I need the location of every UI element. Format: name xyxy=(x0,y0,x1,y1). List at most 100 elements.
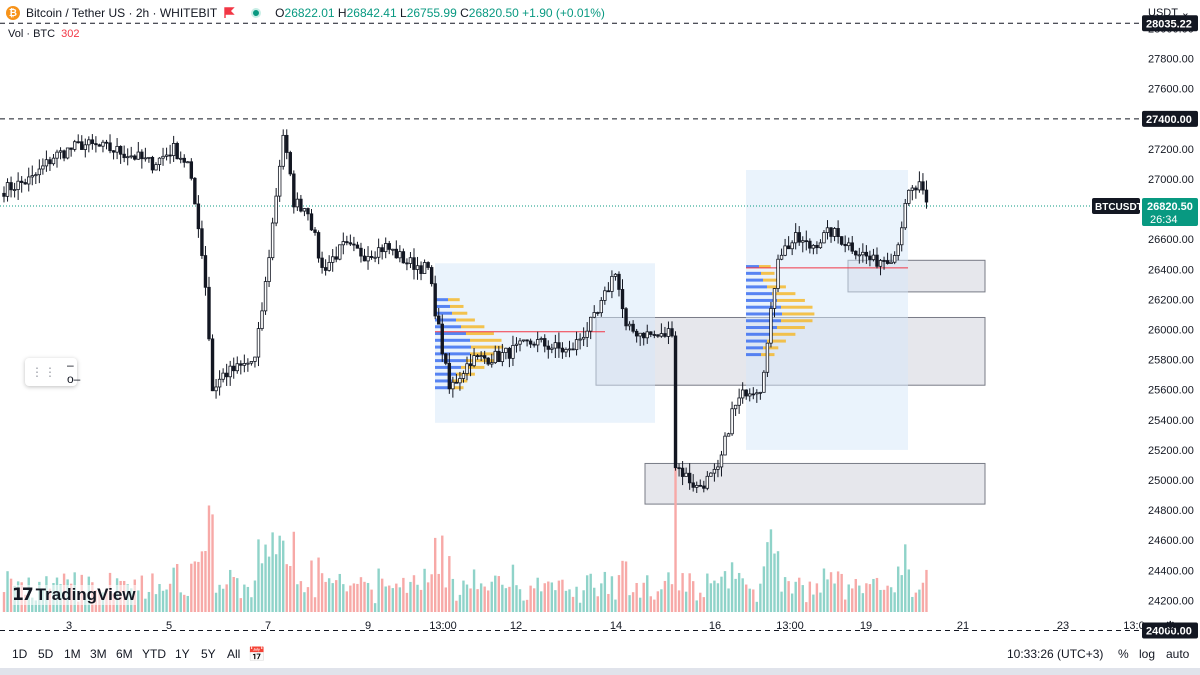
candle-body xyxy=(316,232,321,259)
candle-body xyxy=(539,338,543,340)
price-chart[interactable]: 24000.00 24200.00 24400.00 24600.00 24800.00… xyxy=(0,0,1200,642)
candle-body xyxy=(663,333,667,337)
drag-handle-icon[interactable]: ⋮⋮ xyxy=(31,365,57,379)
candle-body xyxy=(384,243,388,253)
candle-body xyxy=(376,247,381,258)
candle-body xyxy=(592,312,596,318)
volume-bar xyxy=(324,581,327,612)
calendar-icon[interactable]: 📅 xyxy=(248,646,266,662)
flag-icon[interactable] xyxy=(223,7,235,19)
ohlc-values: O26822.01 H26842.41 L26755.99 C26820.50 … xyxy=(275,6,605,20)
candle-body xyxy=(793,232,798,244)
timeframe-button[interactable]: 1Y xyxy=(175,647,190,661)
log-toggle[interactable]: log xyxy=(1139,647,1156,661)
drawing-toolbar[interactable]: ⋮⋮ –o– xyxy=(25,358,81,386)
settings-icon[interactable]: ⚙ xyxy=(1164,618,1177,634)
market-status-icon[interactable] xyxy=(251,8,262,18)
volume-bar xyxy=(554,590,557,612)
candle-body xyxy=(193,177,197,205)
symbol-title[interactable]: Bitcoin / Tether US · 2h · WHITEBIT xyxy=(26,6,218,20)
volume-bar xyxy=(805,602,808,612)
candle-body xyxy=(48,159,52,165)
volume-bar xyxy=(589,573,592,612)
candle-body xyxy=(412,257,416,270)
volume-bar xyxy=(423,568,426,612)
profile-bar-blue xyxy=(746,339,767,343)
candle-body xyxy=(680,467,685,477)
volume-bar xyxy=(154,594,158,612)
volume-bar xyxy=(175,564,179,612)
volume-bar xyxy=(716,583,720,612)
candle-body xyxy=(210,338,215,392)
timeframe-button[interactable]: 5Y xyxy=(201,647,216,661)
candle-body xyxy=(634,330,639,337)
candle-body xyxy=(475,355,480,357)
timeframe-button[interactable]: 3M xyxy=(90,647,107,661)
candle-body xyxy=(260,310,264,329)
profile-bar-blue xyxy=(435,352,470,356)
timeframe-button[interactable]: 6M xyxy=(116,647,133,661)
volume-bar xyxy=(487,590,490,612)
candle-body xyxy=(497,350,501,363)
profile-bar-blue xyxy=(435,311,452,315)
timeframe-button[interactable]: All xyxy=(227,647,241,661)
clock-time[interactable]: 10:33:26 (UTC+3) xyxy=(1007,647,1104,661)
percent-toggle[interactable]: % xyxy=(1118,647,1129,661)
volume-bar xyxy=(571,596,575,612)
candle-body xyxy=(373,256,377,259)
volume-bar xyxy=(140,575,144,612)
volume-bar xyxy=(147,591,151,612)
currency-selector[interactable]: USDT ⌄ xyxy=(1148,7,1191,19)
timeframe-button[interactable]: 1M xyxy=(64,647,81,661)
timeframe-button[interactable]: YTD xyxy=(142,647,166,661)
volume-bar xyxy=(211,514,214,612)
horizontal-line-tool-icon[interactable]: –o– xyxy=(67,358,81,386)
volume-bar xyxy=(695,600,698,612)
timeframe-button[interactable]: 1D xyxy=(12,647,28,661)
candle-body xyxy=(723,435,727,456)
volume-bar xyxy=(419,589,423,612)
candle-body xyxy=(878,260,883,267)
volume-bar xyxy=(165,589,168,612)
volume-bar xyxy=(925,569,928,612)
volume-bar xyxy=(691,581,695,612)
candle-body xyxy=(705,475,710,489)
volume-bar xyxy=(426,582,430,612)
volume-bar xyxy=(621,560,624,612)
candle-body xyxy=(270,222,275,259)
candle-body xyxy=(295,198,300,208)
zone-25000 xyxy=(644,462,986,505)
auto-toggle[interactable]: auto xyxy=(1166,647,1190,661)
profile-bar-yellow xyxy=(452,311,468,315)
volume-bar xyxy=(380,578,384,612)
profile-bar-yellow xyxy=(772,292,796,296)
close-value: 26820.50 xyxy=(468,6,519,20)
volume-bar xyxy=(879,589,882,612)
volume-bar xyxy=(532,588,536,612)
volume-bar xyxy=(600,583,603,612)
volume-bar xyxy=(395,583,398,612)
candle-body xyxy=(164,154,169,157)
timeframe-button[interactable]: 5D xyxy=(38,647,54,661)
candle-body xyxy=(892,255,897,263)
candle-body xyxy=(603,290,607,301)
volume-bar xyxy=(207,505,211,612)
level-price-label: 28035.22 xyxy=(1146,18,1192,30)
volume-bar xyxy=(819,592,822,612)
volume-bar xyxy=(267,556,271,612)
profile-bar-blue xyxy=(435,332,466,336)
volume-bar xyxy=(833,583,836,612)
symbol-tag-label: BTCUSDT xyxy=(1095,202,1143,213)
volume-bar xyxy=(822,568,826,612)
volume-bar xyxy=(306,587,310,612)
candle-body xyxy=(847,242,851,247)
volume-bar xyxy=(656,591,660,612)
price-axis[interactable]: 24000.00 24200.00 24400.00 24600.00 24800.00… xyxy=(1092,0,1200,642)
volume-bar xyxy=(282,540,285,612)
volume-bar xyxy=(190,563,193,612)
volume-bar xyxy=(479,583,483,612)
volume-bar xyxy=(451,578,455,612)
profile-bar-blue xyxy=(435,345,471,349)
candle-body xyxy=(422,262,427,274)
volume-bar xyxy=(593,587,596,612)
